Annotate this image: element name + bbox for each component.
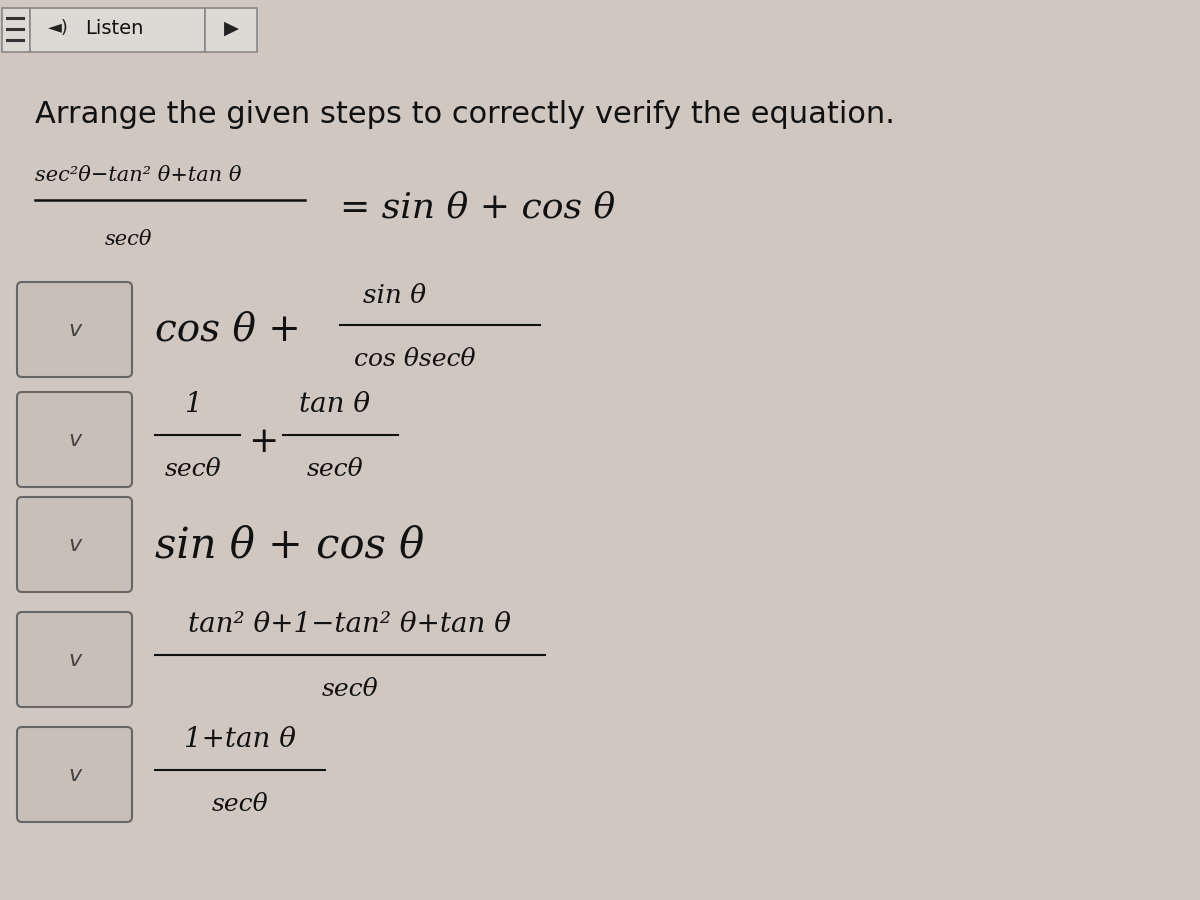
Text: v: v	[68, 320, 82, 340]
Text: v: v	[68, 430, 82, 450]
Text: Listen: Listen	[85, 19, 143, 38]
FancyBboxPatch shape	[17, 612, 132, 707]
FancyBboxPatch shape	[17, 392, 132, 487]
Text: tan² θ+1−tan² θ+tan θ: tan² θ+1−tan² θ+tan θ	[188, 611, 511, 638]
Text: secθ: secθ	[211, 793, 269, 816]
Text: secθ: secθ	[106, 230, 152, 249]
Text: secθ: secθ	[307, 458, 364, 481]
Text: sin θ + cos θ: sin θ + cos θ	[155, 524, 424, 566]
FancyBboxPatch shape	[17, 727, 132, 822]
Text: v: v	[68, 535, 82, 555]
Text: sin θ: sin θ	[364, 283, 426, 308]
Text: v: v	[68, 650, 82, 670]
FancyBboxPatch shape	[205, 8, 257, 52]
Text: v: v	[68, 765, 82, 785]
Text: +: +	[248, 425, 278, 459]
Text: cos θ +: cos θ +	[155, 311, 301, 348]
Text: 1: 1	[184, 391, 202, 418]
FancyBboxPatch shape	[17, 497, 132, 592]
FancyBboxPatch shape	[30, 8, 205, 52]
Text: 1+tan θ: 1+tan θ	[184, 726, 296, 753]
Text: secθ: secθ	[164, 458, 221, 481]
Text: secθ: secθ	[322, 678, 378, 701]
Text: Arrange the given steps to correctly verify the equation.: Arrange the given steps to correctly ver…	[35, 100, 895, 129]
Text: cos θsecθ: cos θsecθ	[354, 348, 475, 371]
Text: sec²θ−tan² θ+tan θ: sec²θ−tan² θ+tan θ	[35, 166, 241, 185]
Text: ▶: ▶	[223, 19, 239, 38]
FancyBboxPatch shape	[2, 8, 30, 52]
Text: ◄): ◄)	[48, 19, 68, 37]
Text: tan θ: tan θ	[300, 391, 371, 418]
FancyBboxPatch shape	[17, 282, 132, 377]
Text: = sin θ + cos θ: = sin θ + cos θ	[340, 190, 616, 224]
